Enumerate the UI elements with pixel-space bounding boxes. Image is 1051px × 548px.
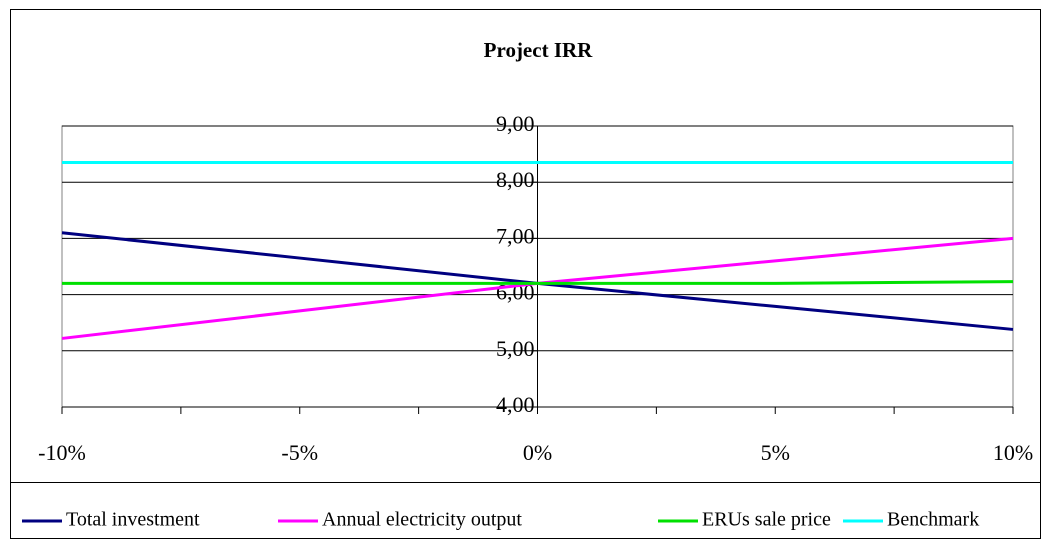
x-tick-label: -5% (281, 440, 318, 465)
legend-label: Benchmark (887, 509, 979, 531)
x-tick-label: 0% (523, 440, 552, 465)
y-tick-label: 4,00 (496, 392, 535, 417)
chart-title: Project IRR (484, 38, 593, 62)
y-tick-label: 7,00 (496, 223, 535, 248)
legend-label: Total investment (66, 509, 200, 531)
legend-label: Annual electricity output (322, 509, 522, 531)
y-tick-label: 8,00 (496, 167, 535, 192)
y-tick-label: 9,00 (496, 111, 535, 136)
x-tick-label: 5% (761, 440, 790, 465)
legend-label: ERUs sale price (702, 509, 831, 531)
series-line (62, 280, 1014, 285)
y-tick-label: 5,00 (496, 336, 535, 361)
x-tick-label: -10% (38, 440, 86, 465)
x-tick-label: 10% (993, 440, 1033, 465)
